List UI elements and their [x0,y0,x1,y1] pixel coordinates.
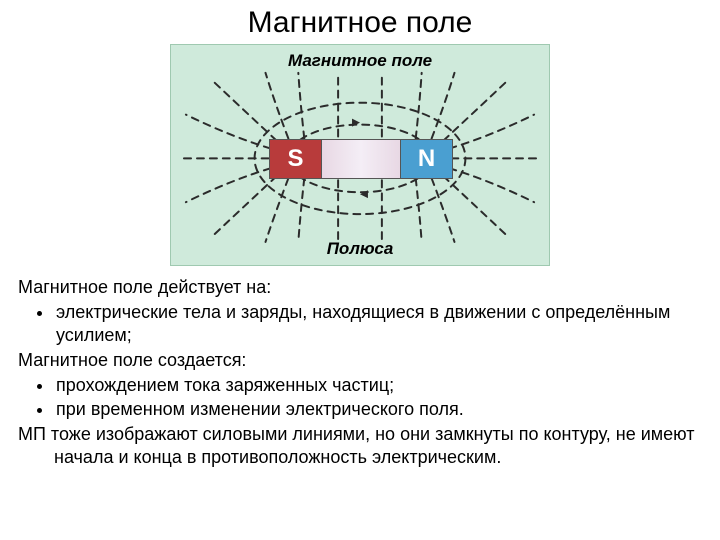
list-item: электрические тела и заряды, находящиеся… [54,301,702,347]
magnet-diagram: Магнитное поле S N Полюса [170,44,550,266]
diagram-container: Магнитное поле S N Полюса [0,44,720,266]
closing-text: МП тоже изображают силовыми линиями, но … [18,423,702,469]
created-by-heading: Магнитное поле создается: [18,349,702,372]
slide: Магнитное поле [0,0,720,540]
list-item: прохождением тока заряженных частиц; [54,374,702,397]
diagram-top-label: Магнитное поле [171,51,549,71]
south-pole: S [270,140,322,178]
created-by-list: прохождением тока заряженных частиц; при… [18,374,702,421]
acts-on-heading: Магнитное поле действует на: [18,276,702,299]
acts-on-list: электрические тела и заряды, находящиеся… [18,301,702,347]
magnet-body [322,140,400,178]
list-item: при временном изменении электрического п… [54,398,702,421]
north-pole: N [400,140,452,178]
content-text: Магнитное поле действует на: электрическ… [0,266,720,471]
diagram-bottom-label: Полюса [171,239,549,259]
bar-magnet: S N [269,139,453,179]
page-title: Магнитное поле [0,0,720,44]
